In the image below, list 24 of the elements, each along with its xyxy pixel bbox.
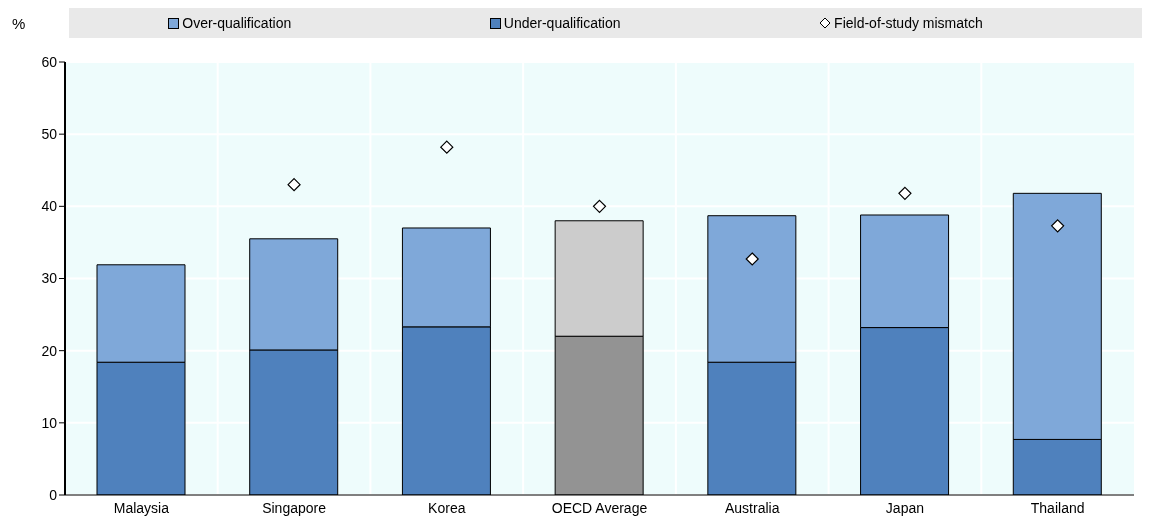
y-tick-label: 60 — [41, 53, 58, 70]
x-tick-label: Korea — [428, 499, 466, 516]
legend-label: Field-of-study mismatch — [834, 15, 983, 31]
point — [898, 186, 912, 200]
legend-label: Over-qualification — [182, 15, 292, 31]
x-tick-label: OECD Average — [551, 499, 648, 516]
y-axis-title: % — [11, 14, 27, 32]
x-tick-label: Singapore — [262, 499, 327, 516]
y-tick-label: 0 — [49, 486, 58, 503]
y-tick-label: 40 — [41, 198, 58, 215]
y-tick-label: 10 — [41, 414, 58, 431]
point — [592, 199, 607, 213]
point — [440, 140, 454, 154]
legend-label: Under-qualification — [503, 15, 621, 31]
y-tick-label: 30 — [41, 270, 58, 287]
y-tick-label: 50 — [41, 126, 58, 143]
point — [287, 178, 301, 192]
x-tick-label: Malaysia — [113, 499, 170, 516]
x-tick-label: Australia — [724, 499, 780, 516]
y-tick-label: 20 — [41, 342, 58, 359]
point — [745, 252, 759, 266]
x-tick-label: Thailand — [1030, 499, 1085, 516]
x-tick-label: Japan — [885, 499, 925, 516]
point — [1051, 219, 1065, 233]
